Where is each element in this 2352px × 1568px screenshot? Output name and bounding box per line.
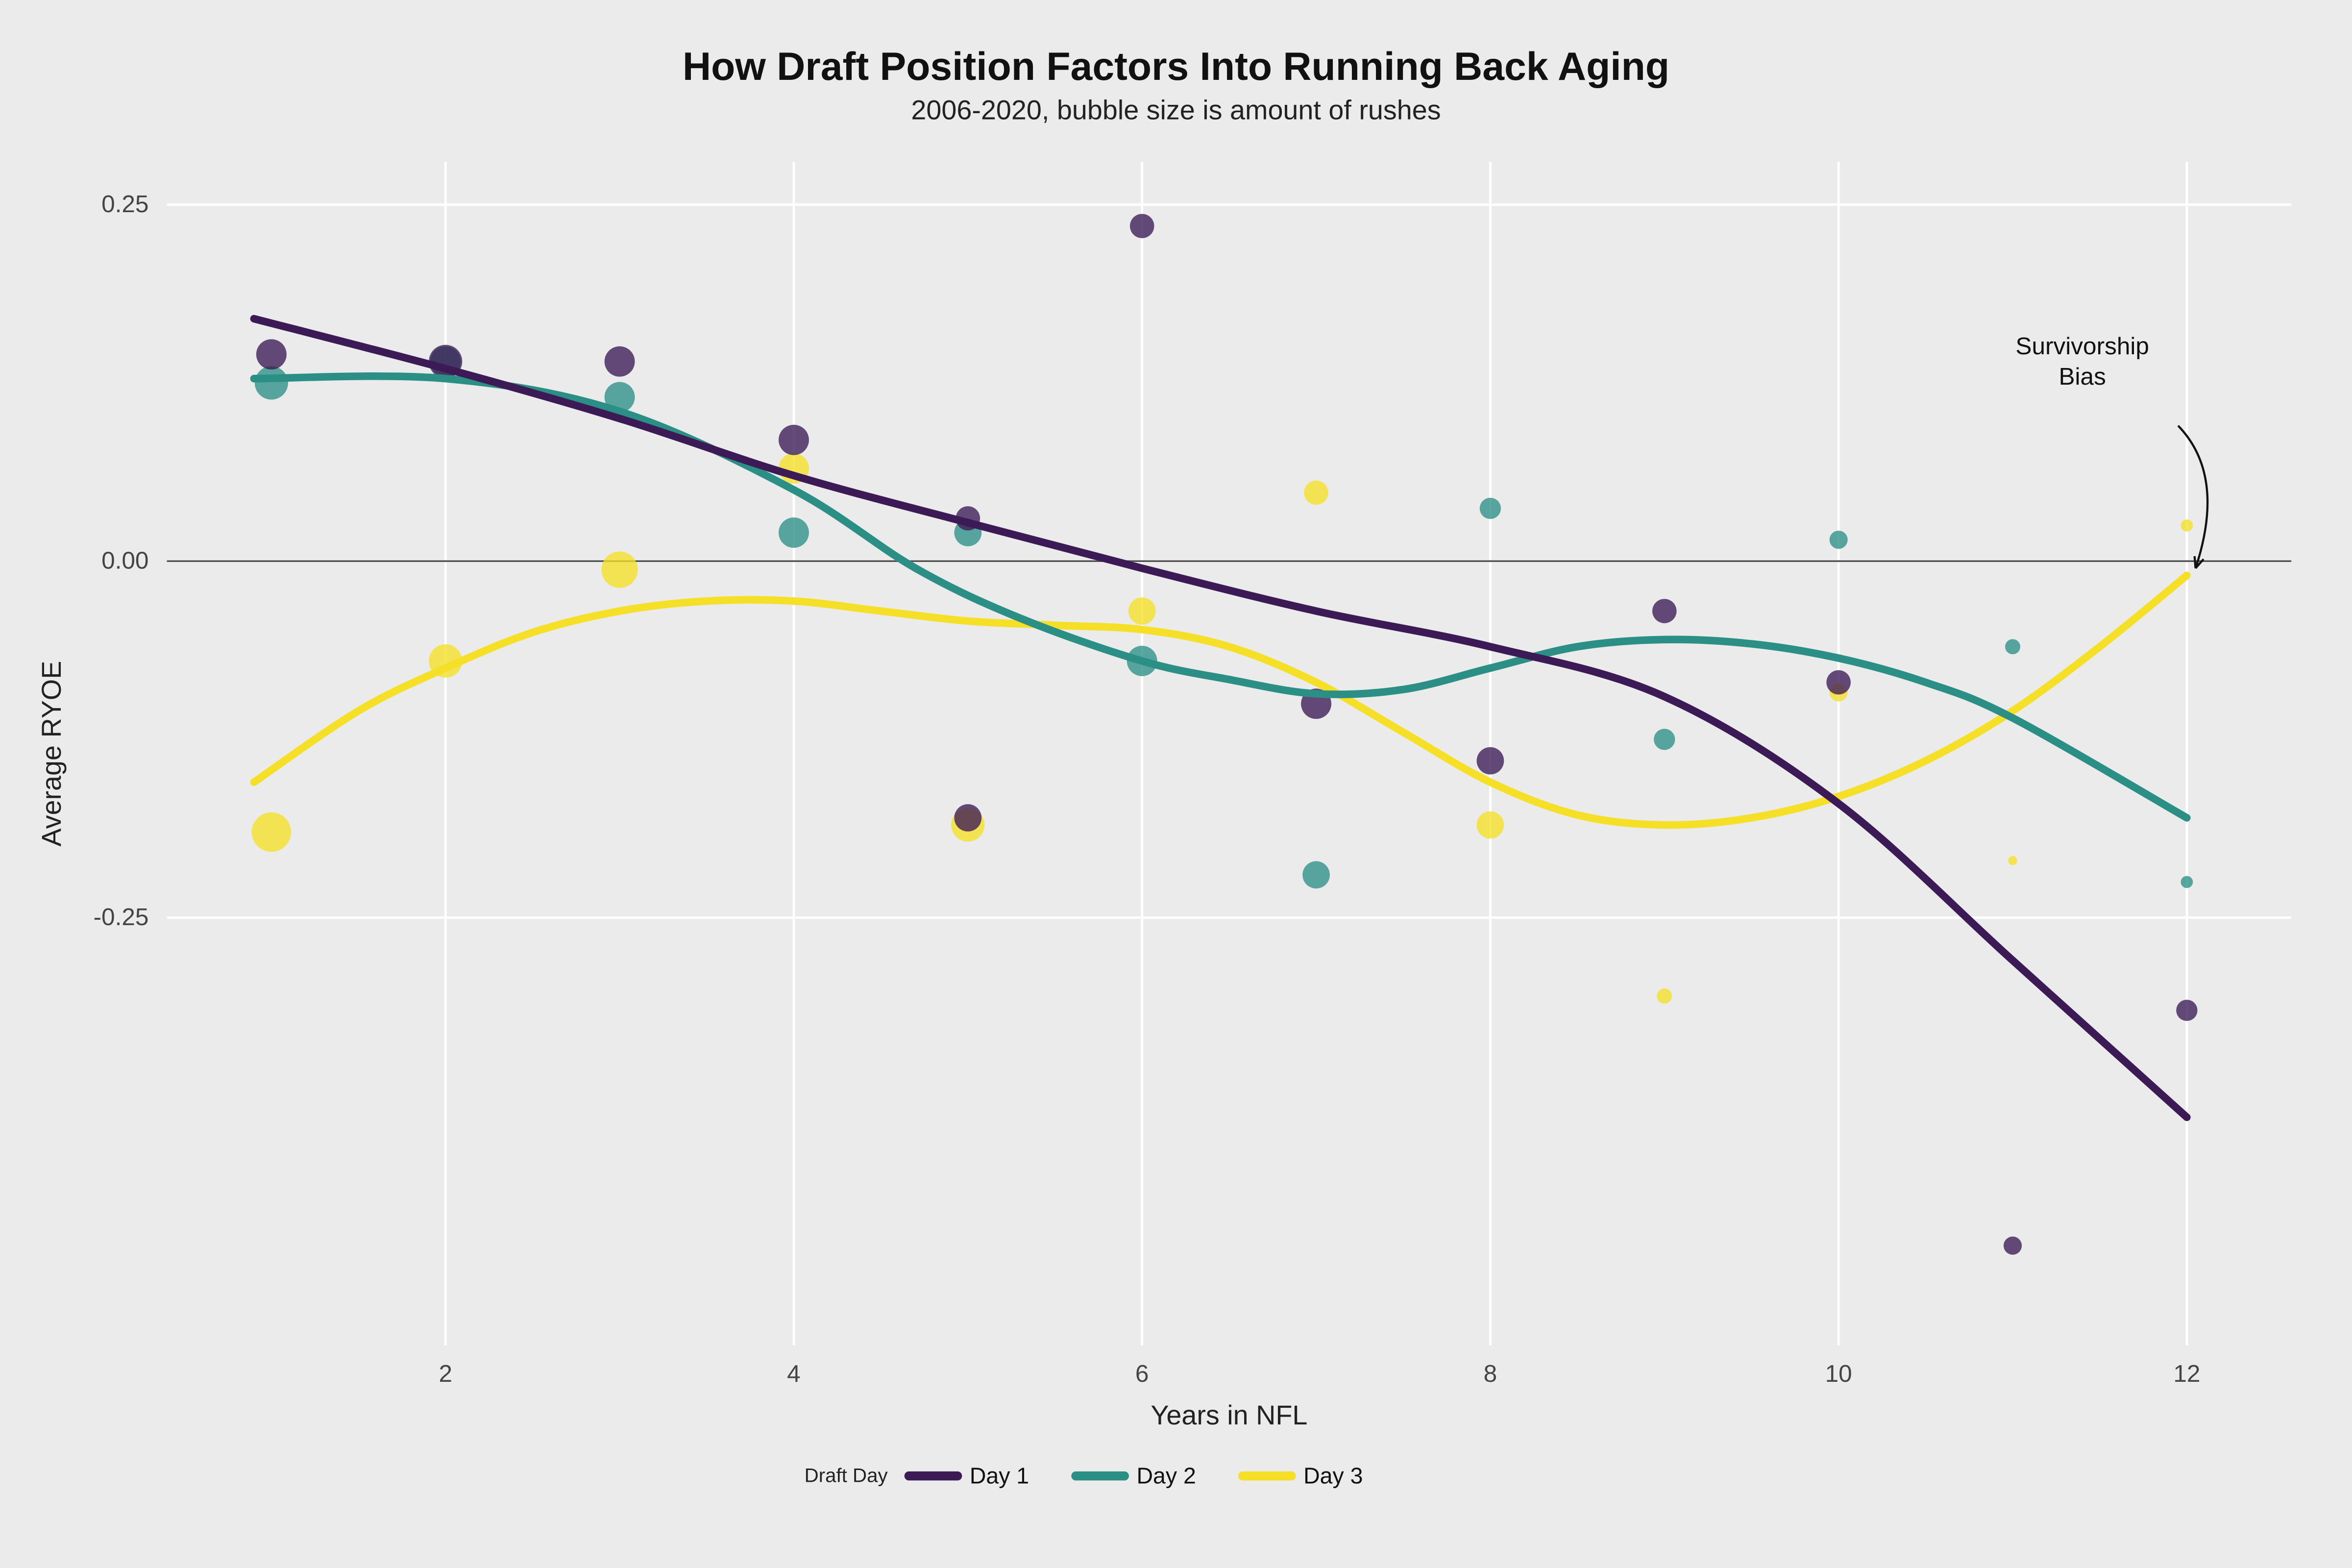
annotation-text: Survivorship	[2015, 333, 2149, 360]
bubble-day1	[954, 804, 981, 832]
y-tick-label: 0.00	[101, 547, 148, 574]
legend-title: Draft Day	[805, 1465, 888, 1487]
bubble-day1	[1652, 599, 1677, 623]
bubble-day1	[779, 425, 809, 455]
bubble-day1	[1477, 747, 1504, 775]
bubble-day1	[2176, 1000, 2197, 1021]
bubble-day3	[2181, 519, 2193, 532]
bubble-day2	[779, 517, 809, 548]
annotation-text: Bias	[2059, 363, 2106, 390]
x-tick-label: 6	[1135, 1360, 1149, 1387]
bubble-day3	[1128, 597, 1156, 625]
bubble-day2	[1302, 861, 1330, 889]
bubble-day3	[1657, 988, 1672, 1004]
bubble-day1	[1826, 670, 1851, 695]
bubble-day2	[1480, 498, 1501, 519]
x-tick-label: 4	[787, 1360, 801, 1387]
bubble-day3	[252, 812, 292, 852]
bubble-day2	[255, 366, 288, 399]
legend-label: Day 3	[1303, 1463, 1363, 1489]
x-tick-label: 12	[2173, 1360, 2200, 1387]
bubble-day3	[601, 551, 637, 588]
bubble-day2	[1830, 531, 1848, 549]
bubble-day1	[2004, 1237, 2022, 1255]
bubble-day3	[1477, 811, 1504, 839]
ryoe-chart: Survivorship Bias 2 4 6 8 10 12 -0.25 0.00 0.25 Yea…	[0, 0, 2352, 1568]
x-tick-label: 10	[1825, 1360, 1852, 1387]
chart-subtitle: 2006-2020, bubble size is amount of rush…	[911, 95, 1441, 125]
chart-title: How Draft Position Factors Into Running …	[683, 45, 1669, 89]
bubble-day3	[1304, 481, 1328, 505]
bubble-day2	[2005, 639, 2020, 654]
bubble-day1	[256, 339, 287, 369]
y-axis-label: Average RYOE	[36, 661, 67, 847]
bubble-day2	[1654, 729, 1675, 750]
y-tick-label: -0.25	[94, 904, 149, 931]
y-tick-label: 0.25	[101, 191, 148, 218]
legend-label: Day 1	[970, 1463, 1029, 1489]
x-axis-label: Years in NFL	[1151, 1400, 1307, 1430]
bubble-day2	[2181, 876, 2193, 888]
bubble-day1	[605, 346, 635, 377]
bubble-day3	[2008, 856, 2017, 865]
x-tick-label: 2	[439, 1360, 452, 1387]
bubble-day1	[1130, 214, 1154, 239]
legend-label: Day 2	[1136, 1463, 1196, 1489]
x-tick-label: 8	[1484, 1360, 1497, 1387]
